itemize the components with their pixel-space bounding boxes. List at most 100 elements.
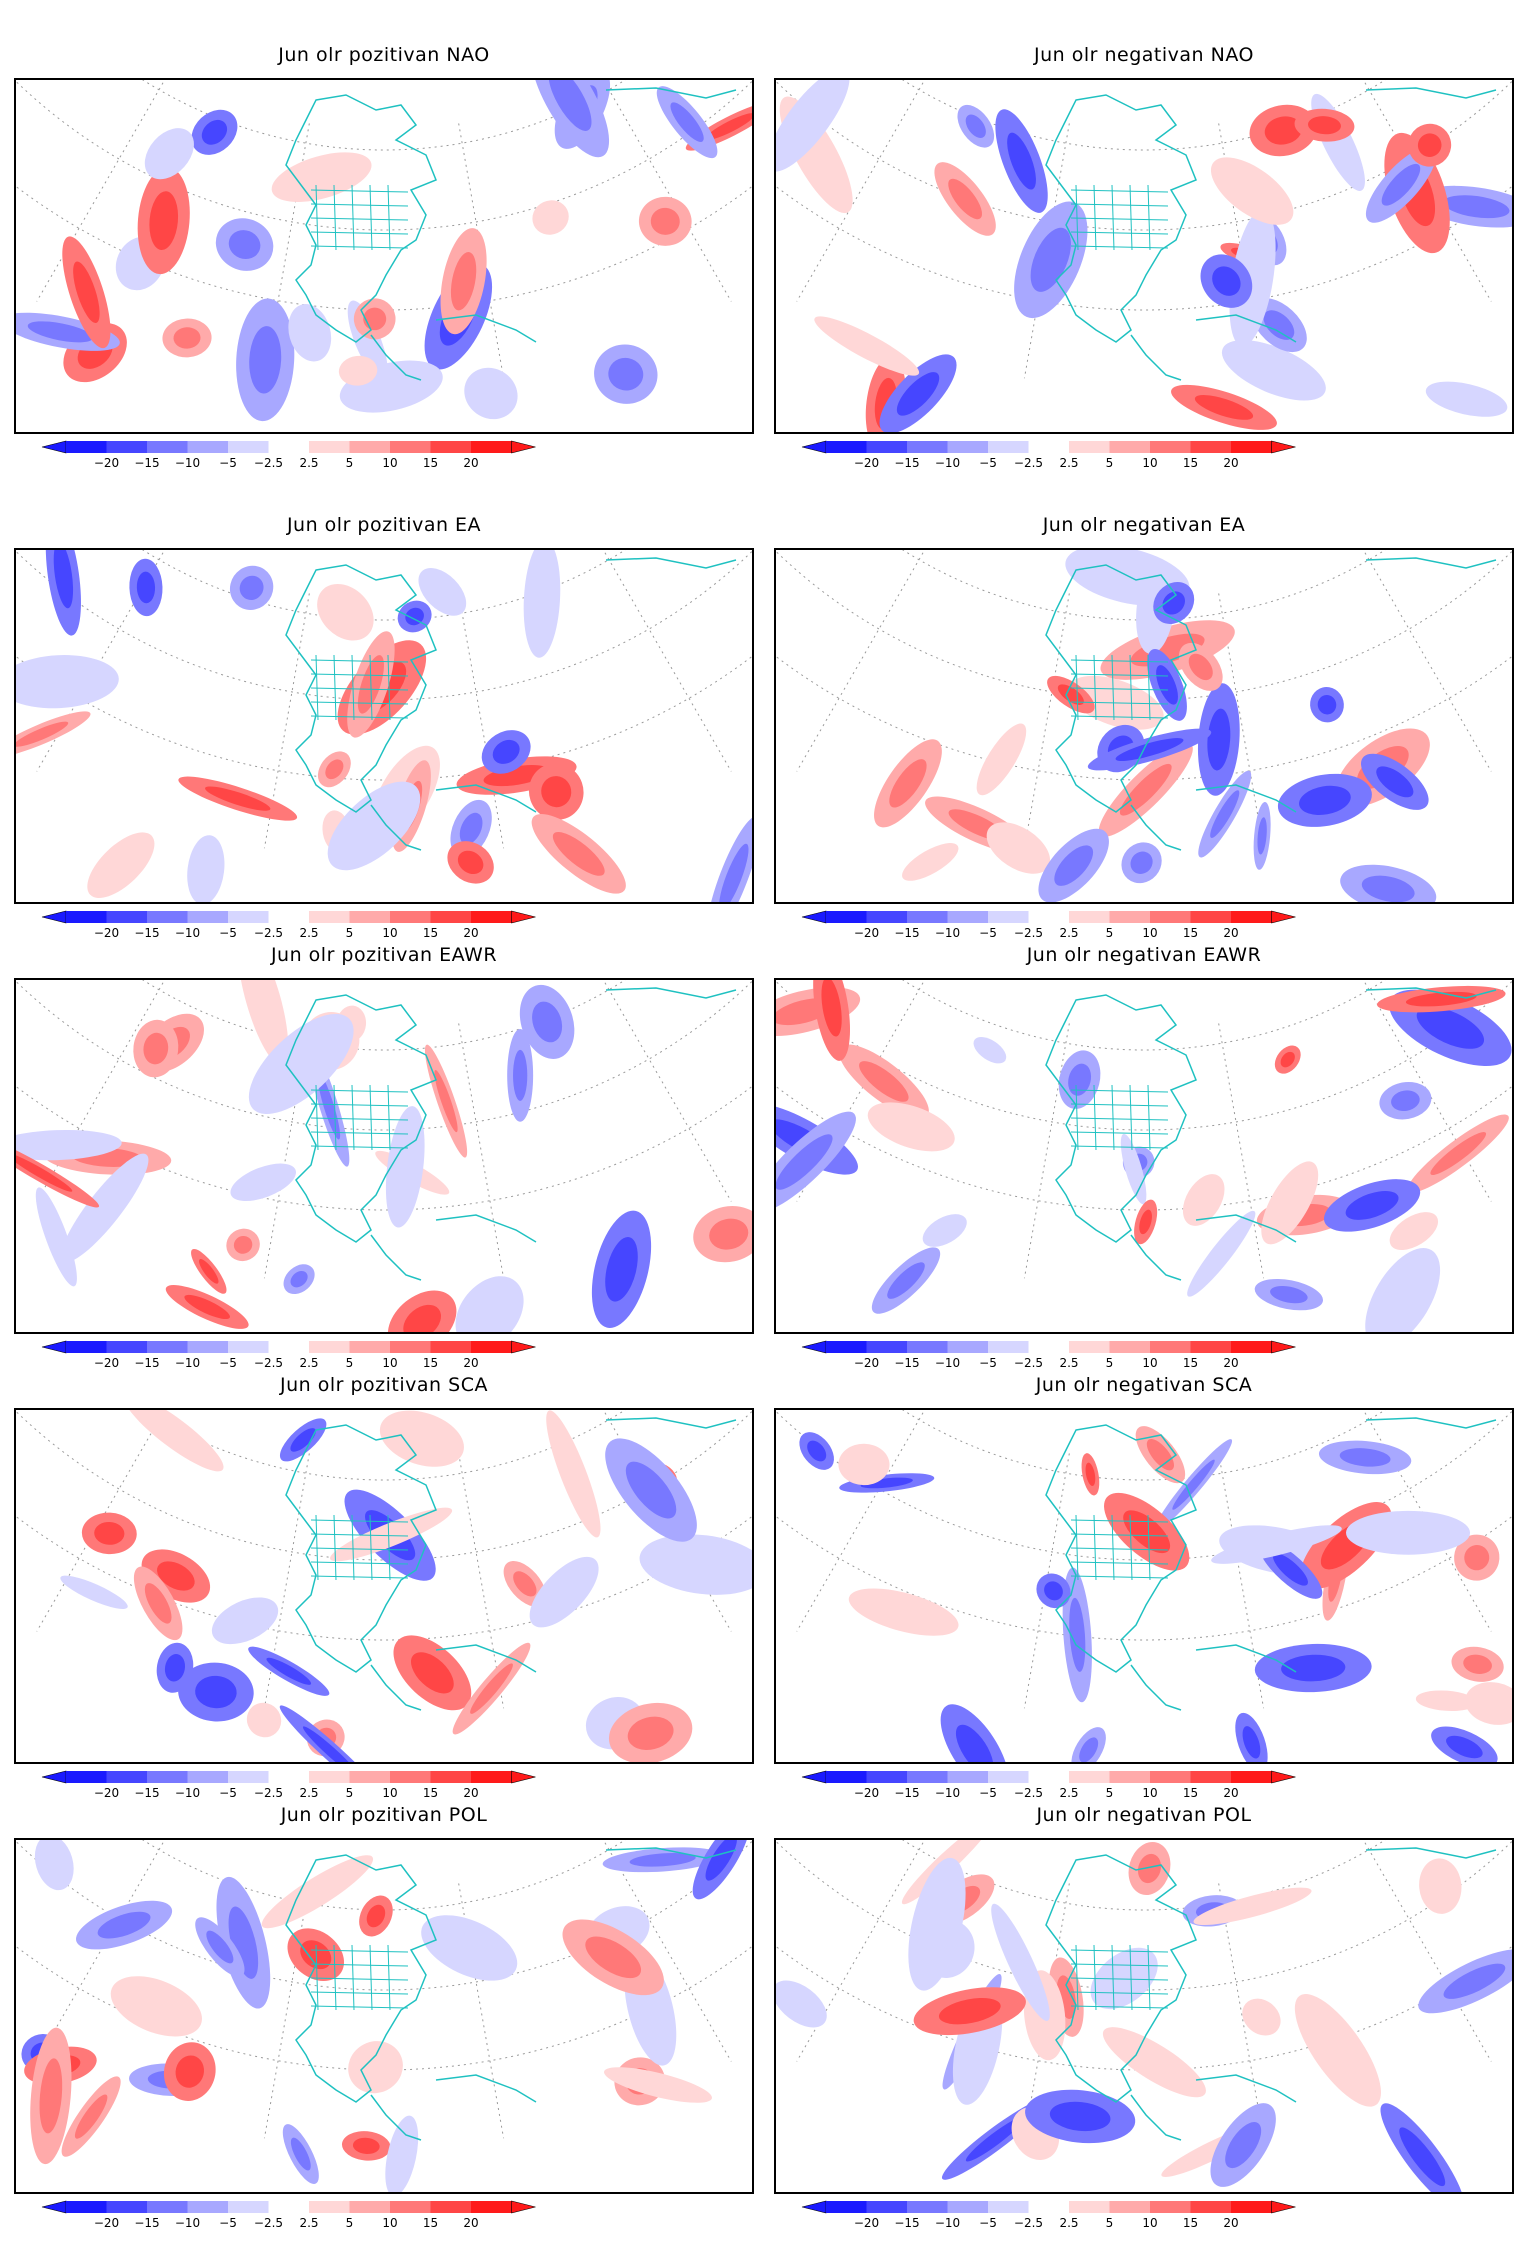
colorbar-tick-label: 5 (346, 2216, 354, 2230)
anomaly-patch (973, 1036, 1007, 1064)
anomaly-patch (1257, 817, 1267, 855)
anomaly-patch (867, 1102, 955, 1152)
colorbar-swatch (106, 911, 147, 923)
state-boundary (1129, 1084, 1133, 1151)
state-boundary (351, 1514, 355, 1581)
state-boundary (1111, 1084, 1115, 1151)
colorbar-swatch (66, 441, 107, 453)
anomaly-patch (385, 1106, 425, 1228)
anomaly-patch (325, 759, 344, 780)
anomaly-patch (338, 355, 378, 386)
anomaly-patch (1102, 2027, 1206, 2098)
anomaly-patch (776, 1980, 827, 2028)
colorbar-tick-label: −5 (979, 1786, 997, 1800)
anomaly-patch (201, 119, 228, 145)
anomaly-patch (776, 80, 850, 172)
state-boundary (1070, 715, 1169, 719)
anomaly-patch (1069, 1597, 1086, 1672)
anomaly-patch (16, 1153, 73, 1192)
anomaly-patch (61, 1153, 149, 1263)
colorbar-tick-label: −5 (979, 926, 997, 940)
anomaly-patch (246, 1702, 282, 1738)
anomaly-patch (976, 723, 1027, 796)
anomaly-patch (271, 152, 372, 202)
colorbar-tick-label: 10 (1142, 926, 1157, 940)
colorbar-swatch (309, 1771, 350, 1783)
anomaly-patch (1317, 694, 1337, 715)
colorbar-tick-label: 20 (1223, 456, 1238, 470)
olr-anomaly-map (774, 978, 1514, 1334)
olr-anomaly-map (14, 1838, 754, 2194)
colorbar-tick-label: 20 (1223, 2216, 1238, 2230)
coastlines (1045, 87, 1497, 381)
colorbar-swatch (1231, 2201, 1272, 2213)
state-boundary (310, 2005, 409, 2009)
anomaly-patch (922, 1214, 967, 1247)
state-boundary (369, 1084, 373, 1151)
anomaly-patch (1465, 1682, 1512, 1725)
colorbar-swatch (1069, 2201, 1110, 2213)
olr-anomaly-map (774, 1838, 1514, 2194)
state-boundary (315, 1084, 319, 1151)
anomaly-patch (290, 1270, 308, 1288)
colorbar-tick-label: 2.5 (299, 1356, 318, 1370)
anomaly-patch (211, 1597, 279, 1645)
colorbar-tick-label: −5 (219, 2216, 237, 2230)
anomaly-patch (434, 1070, 458, 1133)
anomaly-patch (1263, 310, 1295, 340)
colorbar-tick-label: −2.5 (1014, 1356, 1043, 1370)
anomaly-patch (1416, 1006, 1485, 1049)
colorbar-swatch (866, 1341, 907, 1353)
colorbar: −20 −15 −10 −5 −2.5 2.5 5 10 15 20 (41, 910, 536, 940)
colorbar: −20 −15 −10 −5 −2.5 2.5 5 10 15 20 (801, 440, 1296, 470)
anomaly-patch (859, 1061, 909, 1102)
panel-title: Jun olr pozitivan NAO (278, 44, 490, 66)
meridian-line (1218, 1453, 1274, 1762)
panel-title: Jun olr negativan EAWR (1026, 944, 1262, 966)
anomaly-patch (546, 1410, 601, 1538)
colorbar-swatch (988, 441, 1029, 453)
anomaly-patch (1281, 1654, 1346, 1682)
anomaly-patch (230, 1163, 297, 1202)
colorbar-tick-label: −20 (854, 1786, 879, 1800)
anomaly-contours (799, 1426, 1512, 1762)
colorbar-swatch (349, 441, 390, 453)
state-boundary (310, 1991, 409, 1995)
colorbar-tick-label: −2.5 (254, 456, 283, 470)
colorbar-swatch (1109, 2201, 1150, 2213)
anomaly-patch (776, 1134, 833, 1190)
olr-anomaly-map (14, 548, 754, 904)
anomaly-patch (627, 1716, 674, 1751)
colorbar-tick-label: 2.5 (1059, 926, 1078, 940)
colorbar: −20 −15 −10 −5 −2.5 2.5 5 10 15 20 (801, 910, 1296, 940)
anomaly-patch (670, 102, 704, 142)
anomaly-patch (317, 584, 374, 641)
anomaly-patch (348, 2041, 403, 2094)
state-boundary (310, 659, 409, 663)
state-boundary (1093, 1514, 1097, 1581)
colorbar-swatch (66, 911, 107, 923)
europe-coastline (605, 1417, 737, 1429)
anomaly-patch (1044, 1581, 1063, 1601)
state-boundary (387, 654, 391, 721)
colorbar-swatch (309, 1341, 350, 1353)
state-boundary (1075, 1944, 1079, 2011)
meridian-line (1362, 980, 1512, 1239)
colorbar-tick-label: 20 (1223, 1786, 1238, 1800)
anomaly-patch (1182, 1174, 1225, 1226)
anomaly-patch (457, 850, 484, 875)
anomaly-patch (1463, 1654, 1492, 1674)
colorbar-tick-label: −15 (134, 926, 159, 940)
anomaly-patch (302, 1726, 360, 1762)
anomaly-patch (965, 2116, 1025, 2162)
meridian-line (1362, 1840, 1512, 2099)
colorbar-swatch (826, 1341, 867, 1353)
colorbar-swatch (430, 1771, 471, 1783)
state-boundary (310, 687, 409, 691)
north-america-coastline (285, 94, 437, 343)
colorbar-swatch (268, 1341, 309, 1353)
anomaly-patch (175, 2055, 205, 2088)
south-america-coastline (435, 1644, 537, 1673)
olr-anomaly-map (14, 1408, 754, 1764)
anomaly-patch (1172, 1459, 1215, 1510)
